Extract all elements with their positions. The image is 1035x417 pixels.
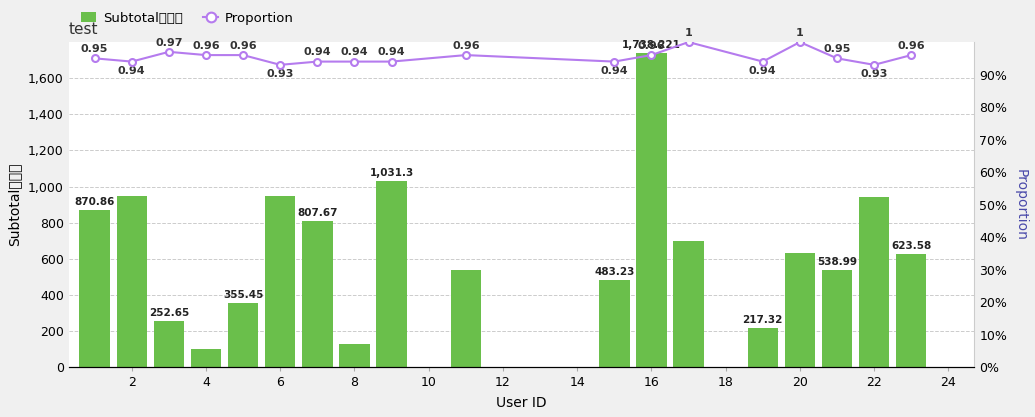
Text: 0.93: 0.93 (267, 69, 294, 79)
Bar (822, 270, 852, 367)
Text: 870.86: 870.86 (75, 196, 115, 206)
Bar (450, 269, 481, 367)
Text: 0.94: 0.94 (341, 48, 368, 58)
Text: 0.94: 0.94 (118, 66, 146, 76)
Text: 0.96: 0.96 (230, 41, 257, 51)
Y-axis label: Proportion: Proportion (1014, 168, 1028, 241)
Text: 0.96: 0.96 (452, 41, 479, 51)
Text: 1,738.221: 1,738.221 (622, 40, 681, 50)
Text: 1: 1 (796, 28, 804, 38)
Text: 0.94: 0.94 (378, 48, 406, 58)
Text: test: test (68, 22, 98, 37)
Bar (747, 328, 778, 367)
Bar (599, 280, 629, 367)
Bar (302, 221, 332, 367)
Text: 538.99: 538.99 (817, 256, 857, 266)
Text: 0.95: 0.95 (81, 44, 109, 54)
Text: 217.32: 217.32 (742, 314, 782, 324)
Text: 0.96: 0.96 (897, 41, 925, 51)
Bar (80, 210, 110, 367)
Bar (190, 349, 221, 367)
Legend: Subtotal的总和, Proportion: Subtotal的总和, Proportion (76, 6, 299, 30)
Bar (859, 197, 889, 367)
Text: 0.97: 0.97 (155, 38, 182, 48)
Text: 483.23: 483.23 (594, 266, 634, 276)
Bar (153, 322, 184, 367)
Text: 0.95: 0.95 (823, 44, 851, 54)
Bar (228, 303, 259, 367)
Bar (339, 344, 369, 367)
Text: 0.94: 0.94 (303, 48, 331, 58)
Text: 1,031.3: 1,031.3 (369, 168, 414, 178)
Bar (637, 53, 667, 367)
Text: 252.65: 252.65 (149, 308, 189, 318)
Text: 0.96: 0.96 (193, 41, 219, 51)
Bar (265, 196, 295, 367)
Text: 1: 1 (685, 28, 692, 38)
Text: 807.67: 807.67 (297, 208, 337, 218)
Text: 0.93: 0.93 (860, 69, 888, 79)
Text: 0.94: 0.94 (600, 66, 628, 76)
Bar (785, 254, 816, 367)
Y-axis label: Subtotal的总和: Subtotal的总和 (7, 163, 21, 246)
Bar (117, 196, 147, 367)
Text: 355.45: 355.45 (223, 290, 263, 300)
Bar (896, 254, 926, 367)
Bar (674, 241, 704, 367)
Text: 623.58: 623.58 (891, 241, 932, 251)
Text: 0.94: 0.94 (749, 66, 776, 76)
Bar (377, 181, 407, 367)
X-axis label: User ID: User ID (496, 396, 546, 410)
Text: 0.96: 0.96 (638, 41, 666, 51)
